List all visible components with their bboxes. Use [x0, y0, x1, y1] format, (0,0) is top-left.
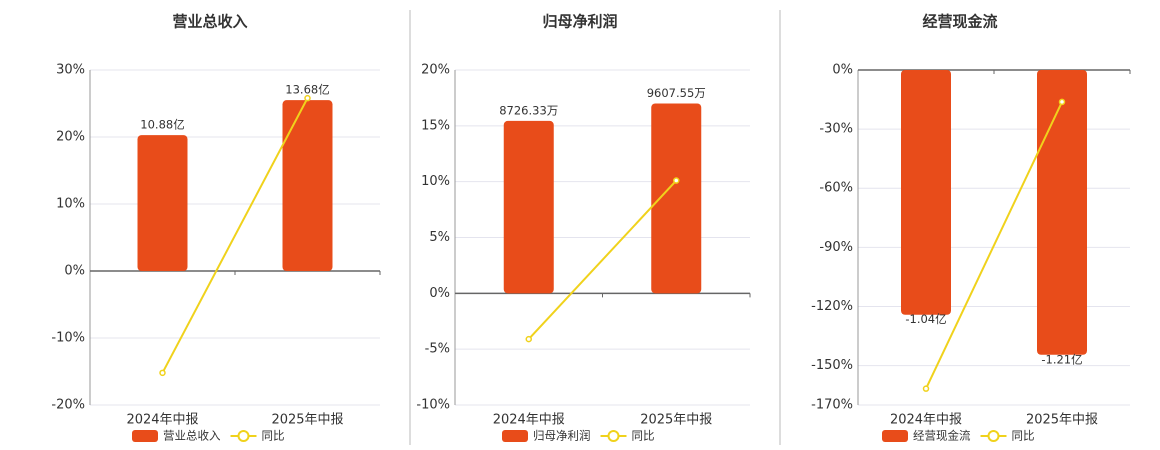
- legend-label: 归母净利润: [533, 429, 591, 443]
- bar: [1037, 70, 1087, 355]
- y-tick-label: -60%: [819, 181, 853, 196]
- y-tick-label: 20%: [56, 130, 85, 145]
- legend-swatch: [607, 430, 620, 442]
- line: [528, 179, 677, 340]
- legend-swatch: [132, 430, 158, 442]
- y-tick-label: -10%: [51, 331, 85, 346]
- y-tick-label: 0%: [64, 264, 85, 279]
- chart-title: 经营现金流: [922, 13, 997, 31]
- bar: [503, 120, 554, 294]
- y-tick-label: -5%: [425, 342, 450, 357]
- line: [161, 97, 309, 374]
- value-label: 9607.55万: [647, 86, 706, 100]
- y-tick-label: 0%: [832, 63, 853, 78]
- line-point: [1058, 98, 1066, 106]
- line-point: [525, 335, 532, 343]
- y-tick-label: -30%: [819, 122, 853, 137]
- y-tick-label: -20%: [51, 398, 85, 413]
- legend-swatch: [882, 430, 908, 442]
- legend-label: 同比: [262, 429, 285, 443]
- y-tick-label: 10%: [421, 174, 450, 189]
- y-tick-label: 5%: [429, 230, 450, 245]
- line: [925, 101, 1063, 390]
- chart-title: 营业总收入: [172, 13, 247, 31]
- bar: [137, 135, 188, 271]
- value-label: -1.04亿: [905, 312, 946, 326]
- y-tick-label: -10%: [416, 398, 450, 413]
- y-tick-label: -120%: [811, 299, 853, 314]
- x-tick-label: 2025年中报: [1026, 413, 1098, 428]
- x-tick-label: 2024年中报: [126, 413, 198, 428]
- legend-label: 经营现金流: [913, 429, 971, 443]
- value-label: 8726.33万: [499, 103, 558, 117]
- value-label: 10.88亿: [140, 118, 184, 132]
- y-tick-label: -170%: [811, 398, 853, 413]
- y-tick-label: 10%: [56, 197, 85, 212]
- chart-title: 归母净利润: [542, 13, 617, 31]
- line-point: [673, 177, 680, 184]
- y-tick-label: -150%: [811, 358, 853, 373]
- y-tick-label: 30%: [56, 63, 85, 78]
- bar: [651, 103, 702, 294]
- line-point: [159, 369, 166, 377]
- y-tick-label: 20%: [421, 63, 450, 78]
- y-tick-label: 0%: [429, 286, 450, 301]
- legend-swatch: [502, 430, 528, 442]
- legend-label: 同比: [632, 429, 655, 443]
- legend-swatch: [237, 430, 250, 442]
- legend-label: 营业总收入: [163, 429, 221, 443]
- line-point: [922, 385, 930, 392]
- x-tick-label: 2025年中报: [640, 413, 712, 428]
- bar: [901, 70, 951, 315]
- line-point: [304, 94, 311, 102]
- y-tick-label: 15%: [421, 118, 450, 133]
- bar: [282, 100, 333, 272]
- value-label: -1.21亿: [1041, 352, 1082, 366]
- x-tick-label: 2025年中报: [271, 413, 343, 428]
- x-tick-label: 2024年中报: [890, 413, 962, 428]
- legend-label: 同比: [1012, 429, 1035, 443]
- y-tick-label: -90%: [819, 240, 853, 255]
- legend-swatch: [987, 430, 1000, 442]
- value-label: 13.68亿: [285, 83, 329, 97]
- x-tick-label: 2024年中报: [493, 413, 565, 428]
